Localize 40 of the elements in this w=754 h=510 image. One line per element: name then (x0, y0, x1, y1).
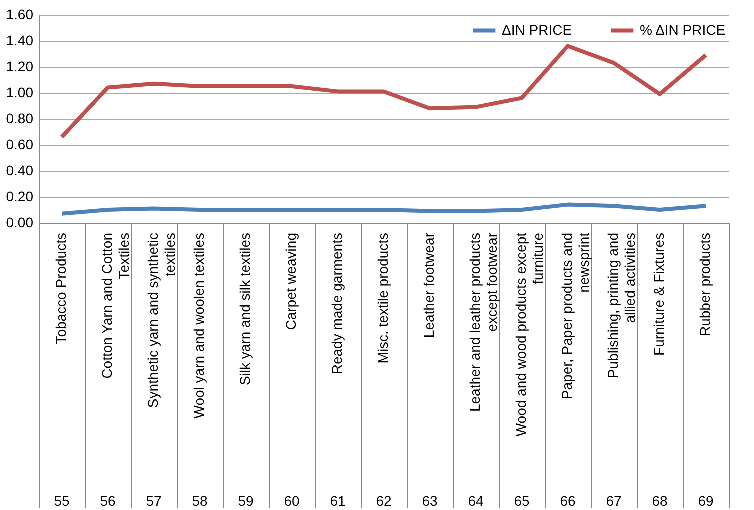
y-tick-label: 1.00 (6, 84, 34, 100)
text: 68 (652, 493, 668, 509)
x-tick-label: Leather and leather products except footwear (467, 232, 500, 412)
x-tick-label: Synthetic yarn and synthetic textiles (145, 233, 178, 408)
y-tick-label: 1.40 (6, 32, 34, 48)
text: 64 (468, 493, 484, 509)
legend-label: % ΔIN PRICE (640, 22, 726, 38)
y-tick-label: 1.60 (6, 6, 34, 22)
text: 62 (376, 493, 392, 509)
y-tick-label: 1.20 (6, 58, 34, 74)
y-tick-label: 0.00 (6, 214, 34, 230)
y-tick-label: 0.80 (6, 110, 34, 126)
legend-label: ΔIN PRICE (502, 22, 572, 38)
y-tick-label: 0.60 (6, 136, 34, 152)
text: 58 (192, 493, 208, 509)
text: 59 (238, 493, 254, 509)
line-series (60, 202, 708, 216)
text: 63 (422, 493, 438, 509)
x-tick-label: Leather footwear (421, 232, 437, 338)
text: 57 (146, 493, 162, 509)
x-tick-label: Ready made garments (329, 233, 345, 375)
x-tick-label: Wool yarn and woolen textiles (191, 233, 207, 419)
text: 65 (514, 493, 530, 509)
text: 60 (284, 493, 300, 509)
x-tick-label: Carpet weaving (283, 233, 299, 330)
text: 66 (560, 493, 576, 509)
text: 67 (606, 493, 622, 509)
text: 55 (54, 493, 70, 509)
text: 56 (100, 493, 116, 509)
text: 61 (330, 493, 346, 509)
x-tick-label: Tobacco Products (53, 233, 69, 344)
text: 69 (698, 493, 714, 509)
line-series (60, 44, 708, 140)
y-tick-label: 0.40 (6, 162, 34, 178)
x-tick-label: Furniture & Fixtures (651, 233, 667, 356)
x-tick-label: Silk yarn and silk textiles (237, 233, 253, 386)
x-tick-label: Cotton Yarn and Cotton Textiles (99, 233, 132, 379)
x-tick-label: Rubber products (697, 233, 713, 337)
x-tick-label: Misc. textile products (375, 233, 391, 364)
y-tick-label: 0.20 (6, 188, 34, 204)
